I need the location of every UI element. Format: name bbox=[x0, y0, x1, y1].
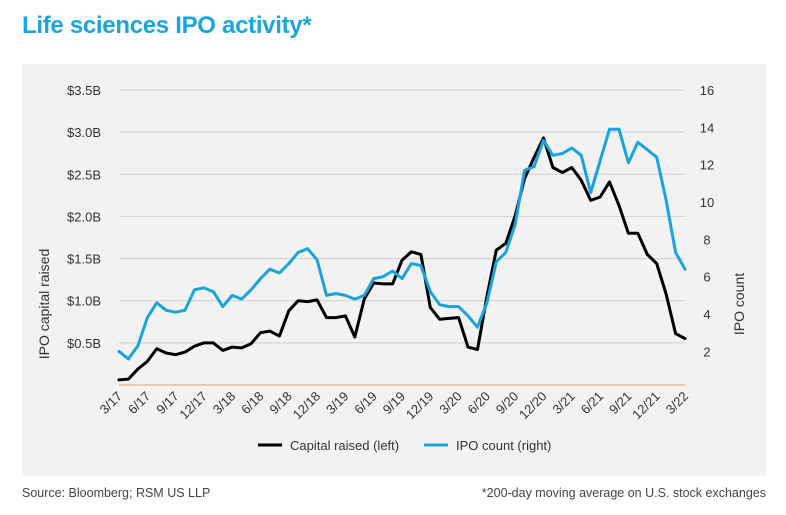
chart-title: Life sciences IPO activity* bbox=[22, 12, 312, 39]
left-tick-label: $2.0B bbox=[67, 209, 101, 224]
left-tick-label: $0.5B bbox=[67, 336, 101, 351]
right-tick-label: 16 bbox=[700, 83, 714, 98]
x-tick-label: 3/21 bbox=[549, 389, 578, 418]
capital-raised-line bbox=[117, 136, 687, 382]
source-note: Source: Bloomberg; RSM US LLP bbox=[22, 486, 211, 500]
ipo-count-line bbox=[117, 127, 687, 361]
legend-label: Capital raised (left) bbox=[290, 438, 399, 453]
x-tick-label: 12/17 bbox=[176, 389, 210, 423]
right-tick-label: 14 bbox=[700, 120, 714, 135]
right-y-axis-ticks: 2 4 6 8 10 12 14 16 bbox=[700, 83, 714, 359]
x-tick-label: 6/20 bbox=[465, 389, 494, 418]
x-tick-label: 6/19 bbox=[351, 389, 380, 418]
right-tick-label: 4 bbox=[703, 307, 710, 322]
right-tick-label: 8 bbox=[703, 232, 710, 247]
x-tick-label: 3/19 bbox=[323, 389, 352, 418]
gridlines bbox=[119, 89, 685, 344]
chart-panel: $0.5B $1.0B $1.5B $2.0B $2.5B $3.0B $3.5B 2 4 6 8… bbox=[22, 64, 766, 476]
x-tick-label: 3/17 bbox=[97, 389, 126, 418]
legend: Capital raised (left) IPO count (right) bbox=[258, 438, 551, 453]
x-tick-label: 12/19 bbox=[403, 389, 437, 423]
line-chart: $0.5B $1.0B $1.5B $2.0B $2.5B $3.0B $3.5B 2 4 6 8… bbox=[36, 83, 747, 453]
left-tick-label: $3.0B bbox=[67, 125, 101, 140]
x-tick-label: 3/18 bbox=[210, 389, 239, 418]
x-tick-label: 3/20 bbox=[436, 389, 465, 418]
left-tick-label: $1.0B bbox=[67, 294, 101, 309]
right-tick-label: 10 bbox=[700, 195, 714, 210]
x-tick-label: 6/21 bbox=[578, 389, 607, 418]
left-tick-label: $1.5B bbox=[67, 252, 101, 267]
legend-label: IPO count (right) bbox=[456, 438, 551, 453]
footnote: *200-day moving average on U.S. stock ex… bbox=[481, 486, 766, 500]
x-tick-label: 12/18 bbox=[290, 389, 324, 423]
x-tick-label: 6/17 bbox=[125, 389, 154, 418]
right-tick-label: 2 bbox=[703, 344, 710, 359]
x-tick-label: 3/22 bbox=[663, 389, 692, 418]
left-y-axis-ticks: $0.5B $1.0B $1.5B $2.0B $2.5B $3.0B $3.5B bbox=[67, 83, 101, 351]
left-y-axis-title: IPO capital raised bbox=[36, 249, 52, 360]
left-tick-label: $3.5B bbox=[67, 83, 101, 98]
x-tick-label: 6/18 bbox=[238, 389, 267, 418]
right-y-axis-title: IPO count bbox=[731, 273, 747, 335]
left-tick-label: $2.5B bbox=[67, 167, 101, 182]
x-tick-label: 12/21 bbox=[629, 389, 663, 423]
right-tick-label: 12 bbox=[700, 158, 714, 173]
series-lines bbox=[117, 127, 687, 382]
x-tick-label: 12/20 bbox=[516, 389, 550, 423]
right-tick-label: 6 bbox=[703, 270, 710, 285]
